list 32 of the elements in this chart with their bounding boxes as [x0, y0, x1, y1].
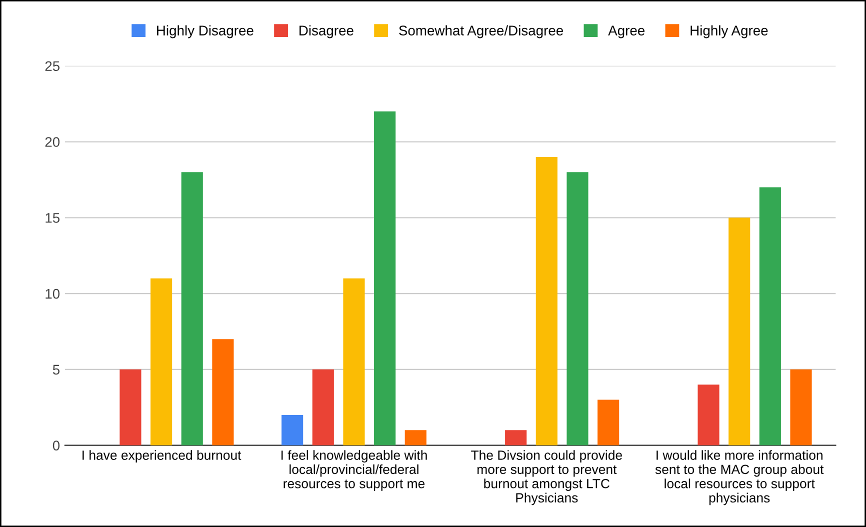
bar	[150, 278, 172, 446]
legend-label: Highly Disagree	[157, 25, 254, 38]
bar	[212, 339, 234, 446]
y-tick-label: 25	[45, 61, 60, 72]
bar	[598, 400, 620, 446]
bar	[505, 430, 527, 446]
bar	[404, 430, 426, 446]
y-tick-label: 20	[45, 137, 60, 147]
legend-label: Highly Agree	[690, 25, 768, 38]
y-tick-label: 0	[52, 440, 60, 450]
y-tick-label: 5	[52, 364, 60, 375]
bar	[282, 414, 304, 446]
bar	[181, 172, 203, 446]
legend-label: Agree	[608, 26, 645, 38]
x-tick-label: I have experienced burnout	[82, 450, 242, 462]
x-tick-label: The Divsion could provide more support to prevent burnout amongst LTC Physicians	[471, 450, 622, 506]
bar	[728, 218, 750, 446]
bar	[374, 111, 396, 446]
x-tick-label: I feel knowledgeable with local/provincial/federal resources to support me	[281, 450, 427, 491]
bar	[312, 369, 334, 446]
bar	[120, 369, 142, 446]
bar	[566, 172, 588, 446]
legend-label: Disagree	[300, 25, 354, 38]
bar	[536, 156, 558, 446]
y-tick-label: 15	[46, 213, 60, 223]
bar	[698, 384, 720, 446]
bar	[343, 278, 365, 446]
x-tick-label: I would like more information sent to the MAC group about local resources to support physicians	[655, 450, 824, 506]
bar	[790, 369, 812, 446]
bar	[759, 187, 781, 446]
y-tick-label: 10	[46, 288, 60, 299]
legend-label: Somewhat Agree/Disagree	[399, 25, 564, 38]
